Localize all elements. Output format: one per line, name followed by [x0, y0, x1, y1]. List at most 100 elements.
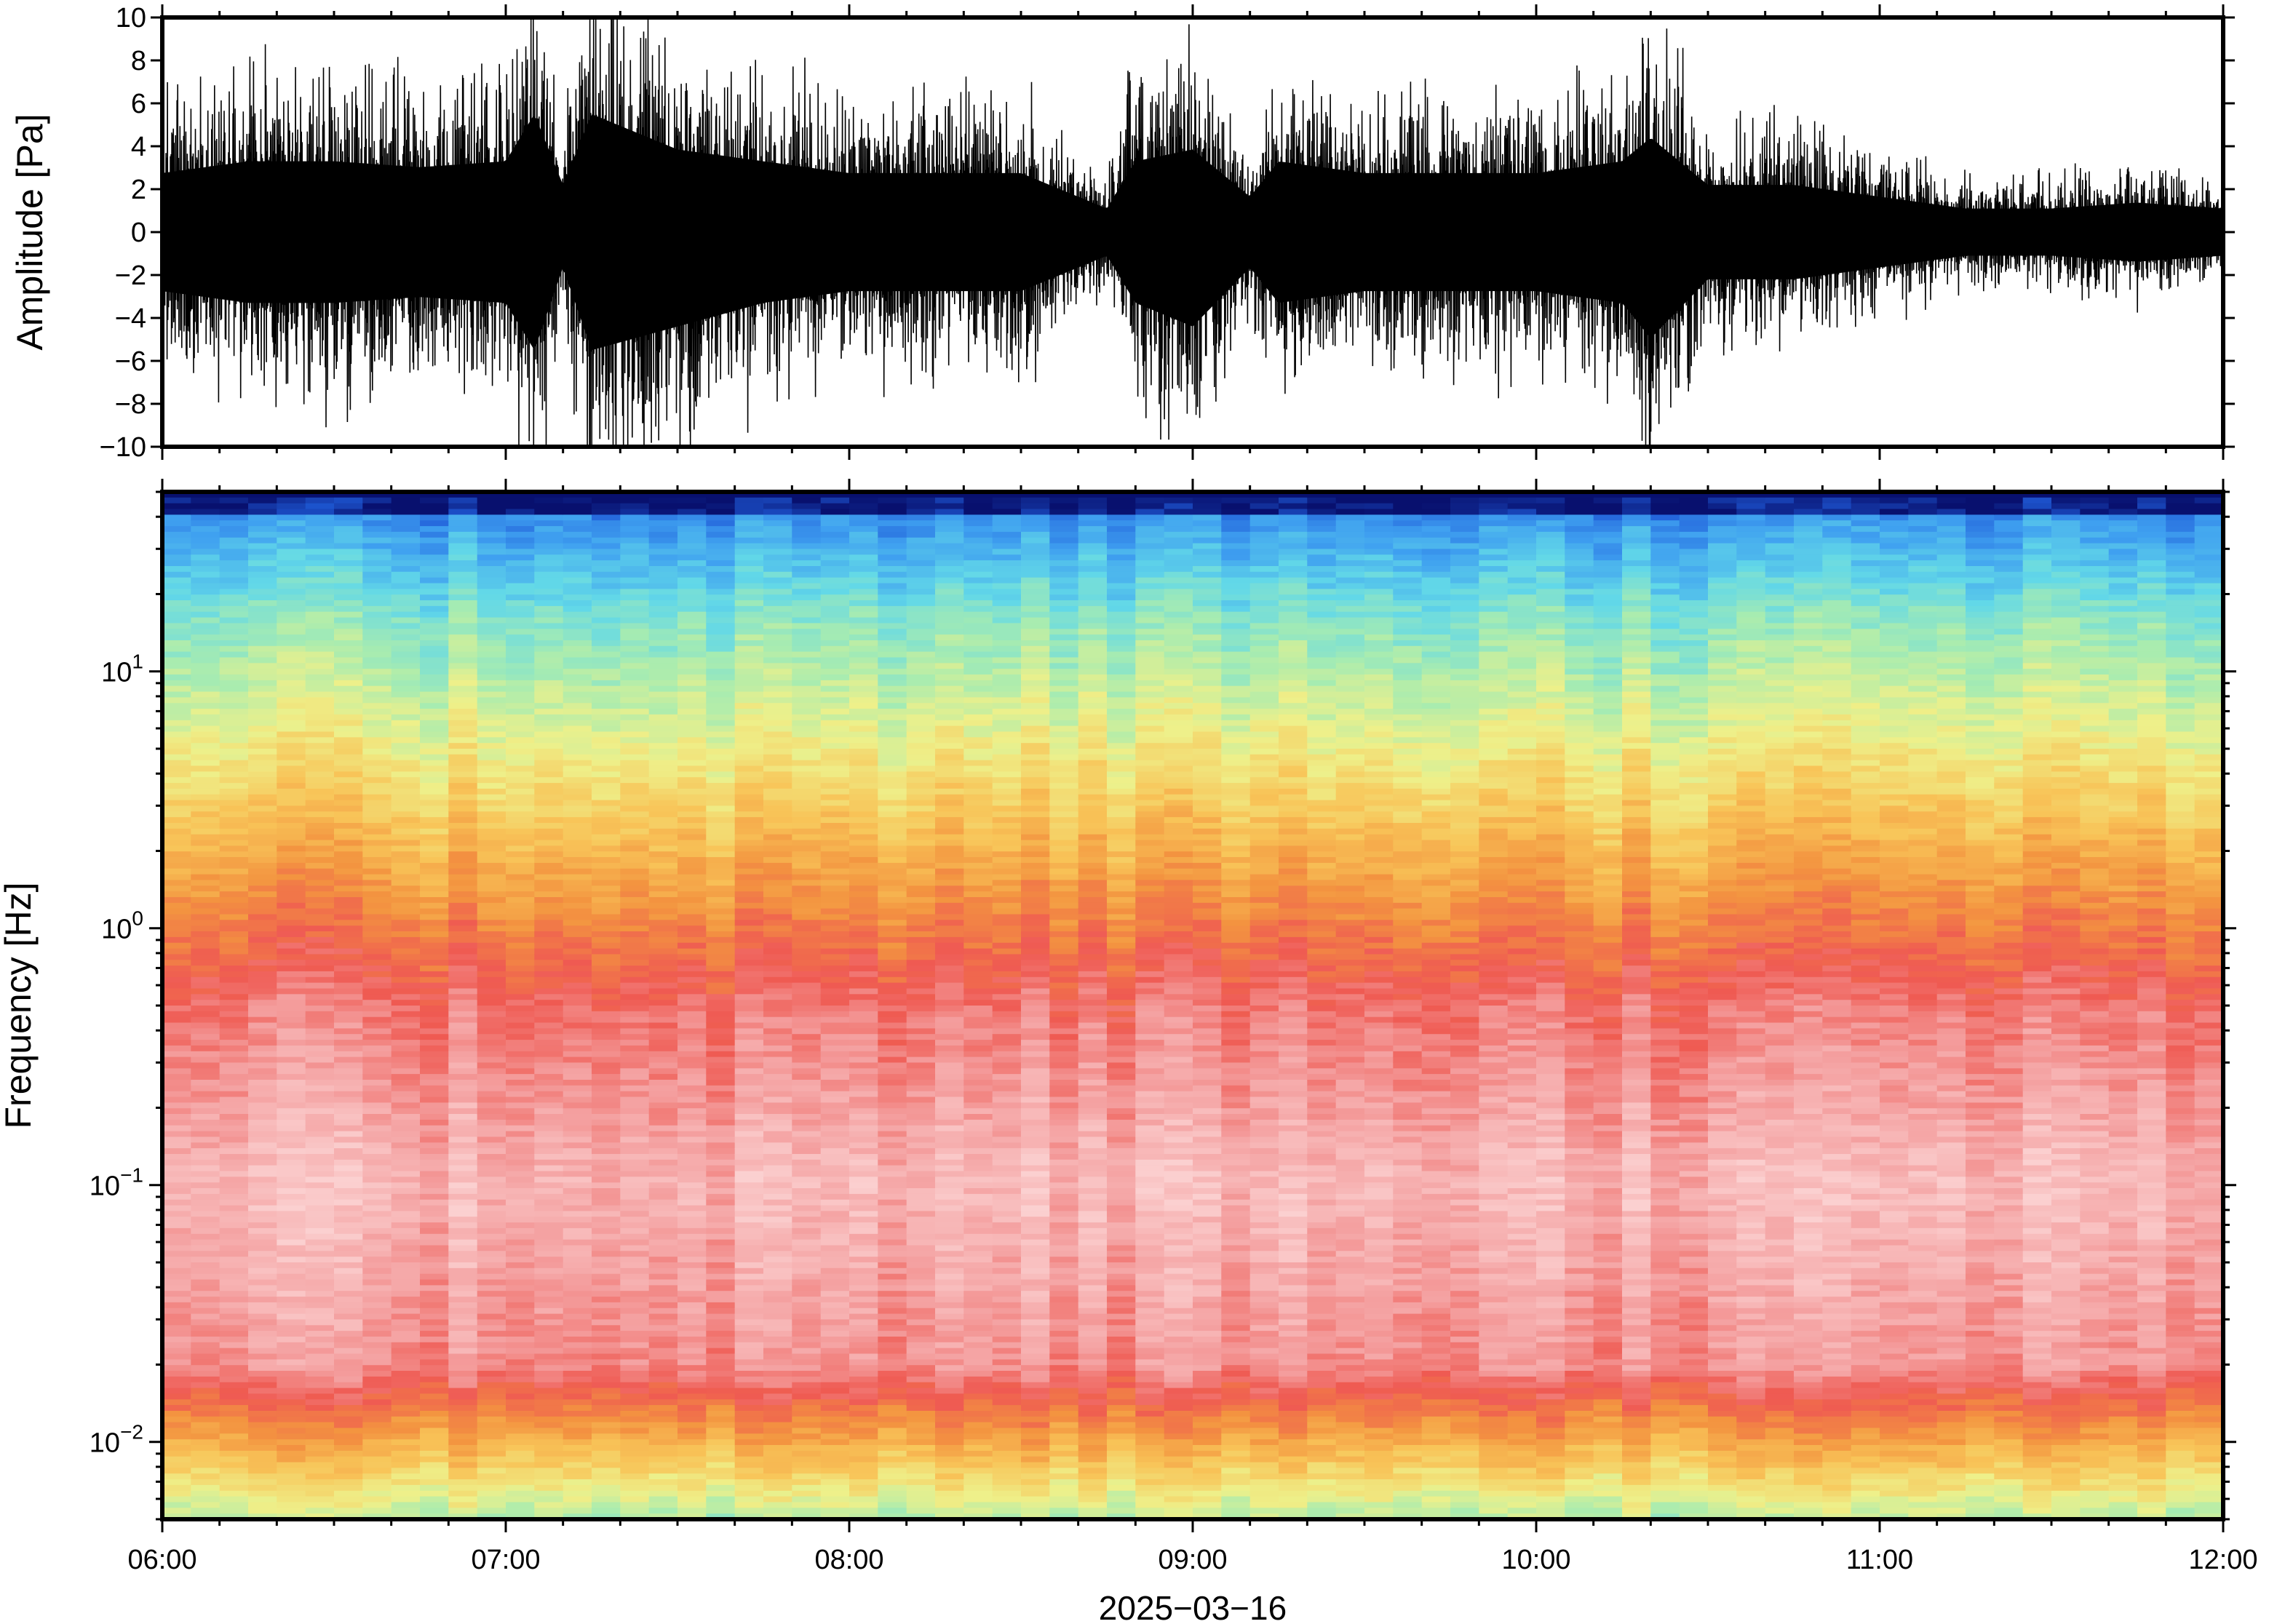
- spectrogram-cell: [706, 783, 736, 789]
- spectrogram-cell: [362, 674, 392, 681]
- spectrogram-cell: [219, 1028, 249, 1035]
- spectrogram-cell: [677, 794, 707, 801]
- spectrogram-cell: [849, 1490, 879, 1497]
- spectrogram-cell: [191, 1267, 220, 1275]
- spectrogram-cell: [219, 617, 249, 624]
- spectrogram-cell: [792, 725, 822, 733]
- spectrogram-cell: [534, 902, 564, 909]
- spectrogram-cell: [219, 503, 249, 510]
- spectrogram-cell: [820, 1177, 850, 1183]
- spectrogram-cell: [677, 942, 707, 950]
- spectrogram-cell: [277, 954, 306, 960]
- spectrogram-cell: [362, 1251, 392, 1257]
- spectrogram-cell: [706, 1393, 736, 1400]
- spectrogram-cell: [878, 1108, 907, 1115]
- spectrogram-cell: [305, 651, 335, 658]
- spectrogram-cell: [648, 828, 678, 835]
- spectrogram-cell: [219, 1331, 249, 1337]
- spectrogram-cell: [420, 1450, 450, 1457]
- spectrogram-cell: [506, 503, 536, 510]
- spectrogram-cell: [763, 1502, 793, 1509]
- spectrogram-cell: [906, 1331, 936, 1337]
- spectrogram-cell: [792, 954, 822, 960]
- spectrogram-cell: [592, 1307, 621, 1315]
- spectrogram-cell: [534, 1445, 564, 1452]
- spectrogram-cell: [506, 1405, 536, 1412]
- spectrogram-cell: [734, 1502, 764, 1509]
- spectrogram-cell: [448, 749, 478, 755]
- spectrogram-cell: [362, 1257, 392, 1263]
- spectrogram-cell: [677, 1154, 707, 1161]
- spectrogram-cell: [420, 680, 450, 687]
- spectrogram-cell: [563, 948, 592, 955]
- spectrogram-cell: [305, 503, 335, 510]
- spectrogram-cell: [448, 1245, 478, 1252]
- spectrogram-cell: [677, 1227, 707, 1235]
- spectrogram-cell: [563, 1285, 592, 1291]
- spectrogram-cell: [162, 697, 192, 704]
- spectrogram-cell: [305, 697, 335, 704]
- spectrogram-cell: [219, 514, 249, 521]
- spectrogram-cell: [906, 794, 936, 801]
- spectrogram-cell: [219, 783, 249, 789]
- spectrogram-cell: [477, 834, 506, 841]
- spectrogram-cell: [477, 1508, 506, 1514]
- spectrogram-cell: [648, 1142, 678, 1149]
- spectrogram-cell: [792, 800, 822, 807]
- spectrogram-cell: [563, 1502, 592, 1509]
- spectrogram-cell: [563, 1484, 592, 1492]
- spectrogram-cell: [420, 623, 450, 629]
- spectrogram-cell: [563, 1342, 592, 1349]
- spectrogram-cell: [362, 1142, 392, 1149]
- spectrogram-cell: [648, 1450, 678, 1457]
- spectrogram-cell: [763, 531, 793, 538]
- spectrogram-cell: [677, 1257, 707, 1263]
- spectrogram-cell: [477, 936, 506, 944]
- spectrogram-cell: [734, 1016, 764, 1024]
- spectrogram-cell: [792, 1439, 822, 1446]
- spectrogram-cell: [162, 1199, 192, 1206]
- spectrogram-cell: [906, 834, 936, 841]
- spectrogram-cell: [849, 1411, 879, 1417]
- spectrogram-cell: [677, 651, 707, 658]
- spectrogram-cell: [162, 845, 192, 852]
- spectrogram-cell: [677, 920, 707, 926]
- spectrogram-cell: [219, 840, 249, 847]
- spectrogram-cell: [334, 1502, 364, 1509]
- spectrogram-cell: [563, 703, 592, 709]
- spectrogram-cell: [477, 714, 506, 721]
- spectrogram-cell: [820, 566, 850, 573]
- spectrogram-cell: [906, 537, 936, 544]
- spectrogram-cell: [849, 1154, 879, 1161]
- spectrogram-cell: [420, 1251, 450, 1257]
- spectrogram-cell: [391, 697, 421, 704]
- spectrogram-cell: [906, 709, 936, 715]
- spectrogram-cell: [648, 1062, 678, 1069]
- spectrogram-cell: [506, 1267, 536, 1275]
- spectrogram-cell: [706, 1468, 736, 1474]
- spectrogram-cell: [648, 1114, 678, 1121]
- spectrogram-cell: [534, 1348, 564, 1355]
- spectrogram-cell: [277, 1496, 306, 1503]
- spectrogram-cell: [849, 1273, 879, 1281]
- spectrogram-cell: [277, 1068, 306, 1075]
- spectrogram-cell: [620, 1405, 650, 1412]
- spectrogram-cell: [420, 1154, 450, 1161]
- spectrogram-cell: [191, 880, 220, 886]
- spectrogram-cell: [620, 749, 650, 755]
- spectrogram-cell: [820, 1257, 850, 1263]
- spectrogram-cell: [592, 1108, 621, 1115]
- spectrogram-cell: [706, 1080, 736, 1086]
- spectrogram-cell: [734, 1325, 764, 1332]
- spectrogram-cell: [677, 566, 707, 573]
- spectrogram-cell: [305, 828, 335, 835]
- spectrogram-cell: [506, 914, 536, 921]
- spectrogram-cell: [362, 611, 392, 618]
- spectrogram-cell: [878, 1131, 907, 1138]
- spectrogram-cell: [534, 897, 564, 904]
- spectrogram-cell: [563, 731, 592, 739]
- spectrogram-cell: [506, 1205, 536, 1212]
- spectrogram-cell: [334, 834, 364, 841]
- spectrogram-cell: [906, 680, 936, 687]
- spectrogram-cell: [191, 1045, 220, 1052]
